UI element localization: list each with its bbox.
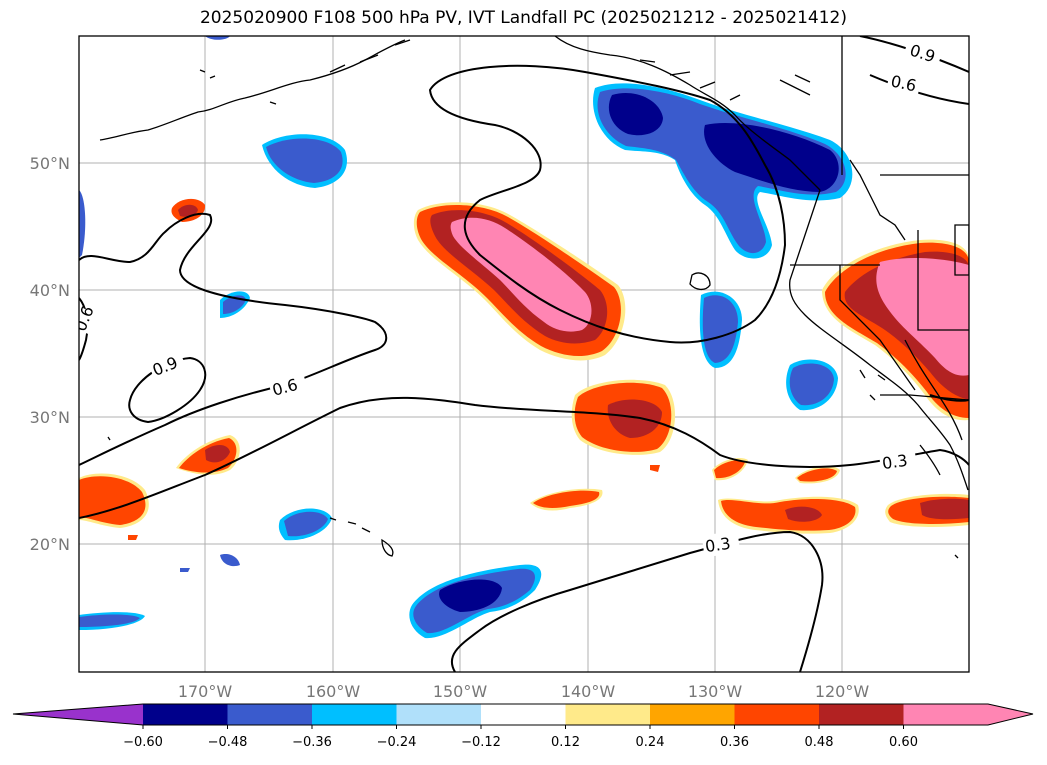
colorbar-tick-label: 0.24 [636, 735, 665, 750]
colorbar-segment [819, 704, 904, 725]
colorbar-segment [227, 704, 313, 725]
colorbar-segment [734, 704, 820, 725]
latitude-labels: 50°N 40°N 30°N 20°N [30, 154, 70, 554]
colorbar-segment [143, 704, 228, 725]
colorbar-tick-label: 0.36 [720, 735, 749, 750]
lon-label-150w: 150°W [433, 682, 488, 701]
colorbar-extend-high [988, 704, 1033, 725]
map-title: 2025020900 F108 500 hPa PV, IVT Landfall… [199, 8, 847, 28]
contour-label-north-0.6: 0.6 [889, 71, 918, 95]
lon-label-140w: 140°W [561, 682, 616, 701]
lat-label-30n: 30°N [30, 408, 70, 427]
colorbar-segment [903, 704, 989, 725]
lon-label-120w: 120°W [815, 682, 870, 701]
map-plot-area: 0.9 0.6 0.9 0.6 0.6 0.3 0.3 [79, 36, 969, 672]
contour-0.6-ridge [428, 64, 787, 344]
longitude-labels: 170°W 160°W 150°W 140°W 130°W 120°W [178, 682, 870, 701]
lat-label-50n: 50°N [30, 154, 70, 173]
colorbar-tick-label: −0.12 [461, 735, 501, 750]
coastlines [99, 36, 969, 559]
colorbar-segment [650, 704, 735, 725]
colorbar-tick-label: 0.60 [889, 735, 918, 750]
colorbar-ticks: −0.60 −0.48 −0.36 −0.24 −0.12 0.12 0.24 0.36 0.4… [123, 725, 918, 750]
colorbar-tick-label: 0.48 [805, 735, 834, 750]
colorbar-segment [396, 704, 482, 725]
contour-labels: 0.9 0.6 0.9 0.6 0.6 0.3 0.3 [79, 36, 944, 558]
negative-anomalies [79, 36, 853, 639]
lat-label-20n: 20°N [30, 535, 70, 554]
contour-label-south-0.3: 0.3 [704, 534, 732, 556]
lon-label-130w: 130°W [688, 682, 743, 701]
colorbar-segment [481, 704, 566, 725]
lon-label-160w: 160°W [306, 682, 361, 701]
colorbar-segment [565, 704, 651, 725]
colorbar-outline [12, 703, 1034, 726]
map-frame [78, 35, 970, 673]
contour-label-east-0.3: 0.3 [881, 451, 909, 473]
colorbar-tick-label: 0.12 [551, 735, 580, 750]
colorbar-extend-low [13, 704, 143, 725]
lat-label-40n: 40°N [30, 281, 70, 300]
contour-0.6-north [79, 212, 388, 466]
colorbar: −0.60 −0.48 −0.36 −0.24 −0.12 0.12 0.24 0.36 0.4… [12, 703, 1034, 750]
colorbar-segment [312, 704, 397, 725]
positive-anomalies [79, 198, 969, 540]
colorbar-tick-label: −0.60 [123, 735, 163, 750]
contour-0.3 [450, 530, 824, 672]
lon-label-170w: 170°W [178, 682, 233, 701]
colorbar-tick-label: −0.24 [377, 735, 417, 750]
colorbar-tick-label: −0.48 [208, 735, 248, 750]
colorbar-tick-label: −0.36 [292, 735, 332, 750]
colorbar-segments [13, 704, 1033, 725]
